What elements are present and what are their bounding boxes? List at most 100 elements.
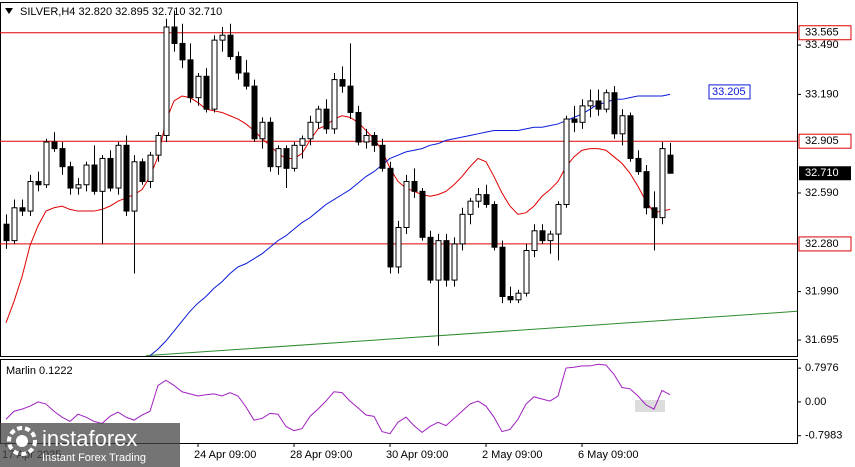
indicator-line [5, 363, 671, 435]
candle-body [59, 148, 66, 168]
candle-body [403, 180, 410, 228]
candle-body [19, 207, 26, 212]
candle-body [99, 157, 106, 192]
y-tick-label: 31.695 [805, 334, 839, 346]
moving-average [5, 95, 671, 323]
candle-body [203, 75, 210, 110]
candle-body [147, 154, 154, 182]
main-panel-frame [0, 2, 798, 357]
candle-body [587, 100, 594, 107]
candle-body [355, 111, 362, 143]
candle-body [571, 118, 578, 123]
candle-body [235, 56, 242, 74]
candle-body [435, 240, 442, 281]
candle-body [491, 203, 498, 248]
candle-body [443, 240, 450, 281]
candle-body [507, 296, 514, 301]
y-tick-label: 33.490 [805, 39, 839, 51]
candle-body [243, 72, 250, 87]
candle-body [43, 141, 50, 186]
watermark-logo [7, 426, 37, 456]
current-price-box [799, 166, 851, 181]
candle-body [323, 108, 330, 130]
candle-body [35, 180, 42, 186]
candle-body [219, 34, 226, 41]
candle-body [635, 157, 642, 173]
candle-body [75, 184, 82, 189]
candle-body [11, 207, 18, 242]
candle-body [27, 180, 34, 212]
x-tick-label: 30 Apr 09:00 [386, 449, 448, 461]
candle-body [315, 108, 322, 123]
candle-body [651, 207, 658, 219]
x-tick-label: 2 May 09:00 [482, 449, 543, 461]
candle-body [131, 161, 138, 212]
candle-body [371, 134, 378, 146]
candle-body [123, 144, 130, 212]
candle-body [83, 164, 90, 186]
candle-body [187, 59, 194, 99]
candle-body [555, 203, 562, 235]
candle-body [51, 141, 58, 150]
ma-label: 33.205 [712, 86, 746, 98]
candle-body [659, 148, 666, 219]
candle-body [547, 233, 554, 242]
candle-body [275, 148, 282, 168]
candle-body [211, 39, 218, 110]
watermark-logo-core [16, 435, 28, 447]
candle-body [475, 194, 482, 202]
candle-body [363, 134, 370, 143]
y-tick-label: 31.990 [805, 285, 839, 297]
x-tick-label: 24 Apr 09:00 [194, 449, 256, 461]
candle-body [611, 92, 618, 135]
candle-body [67, 166, 74, 189]
candle-body [267, 121, 274, 168]
candle-body [227, 34, 234, 58]
candle-body [523, 249, 530, 294]
candle-body [539, 230, 546, 242]
candle-body [411, 180, 418, 192]
candle-body [395, 226, 402, 268]
candle-body [619, 115, 626, 135]
level-label: 32.905 [805, 135, 839, 147]
ma-label-box [708, 84, 751, 100]
candle-body [283, 148, 290, 169]
candle-body [643, 171, 650, 209]
plot-layer: 33.490 33.190 32.590 31.990 31.695 0.7976 0.00… [0, 10, 852, 461]
menu-triangle [5, 8, 13, 14]
candle-body [291, 144, 298, 169]
trendline [145, 310, 798, 357]
candle-body [379, 144, 386, 169]
indicator-y-tick-label: -0.7983 [805, 430, 842, 442]
candle-body [467, 200, 474, 215]
watermark-background [0, 423, 180, 467]
candle-body [603, 92, 610, 110]
candle-body [563, 118, 570, 205]
candle-body [171, 26, 178, 44]
candle-body [387, 167, 394, 268]
candle-body [459, 213, 466, 245]
candle-body [115, 144, 122, 189]
candle-body [331, 79, 338, 130]
watermark: instaforex Instant Forex Trading [0, 423, 180, 467]
candle-body [139, 161, 146, 182]
chart-title: SILVER,H4 32.820 32.895 32.710 32.710 [20, 6, 222, 18]
candle-body [531, 230, 538, 251]
level-label-box [798, 236, 852, 252]
indicator-y-tick-label: 0.00 [805, 396, 826, 408]
level-label-box [798, 133, 852, 149]
indicator-highlight [635, 400, 665, 412]
candle-body [107, 157, 114, 189]
candle-body [91, 164, 98, 192]
candle-body [163, 26, 170, 136]
candle-body [515, 292, 522, 301]
candle-body [195, 75, 202, 99]
x-tick-label: 28 Apr 09:00 [290, 449, 352, 461]
candle-body [299, 138, 306, 146]
candle-body [499, 246, 506, 298]
y-tick-label: 33.190 [805, 88, 839, 100]
level-label-box [798, 25, 852, 41]
candle-body [595, 100, 602, 110]
